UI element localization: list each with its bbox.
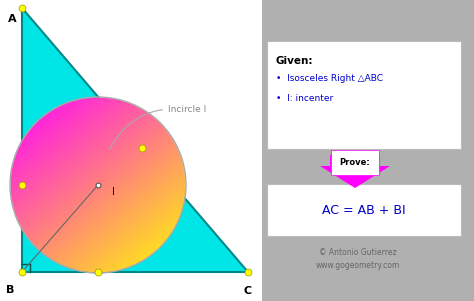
Text: B: B <box>6 285 14 295</box>
FancyBboxPatch shape <box>267 184 461 236</box>
Text: AC = AB + BI: AC = AB + BI <box>322 203 406 216</box>
Text: C: C <box>244 286 252 296</box>
Text: •  I: incenter: • I: incenter <box>276 94 333 103</box>
Text: A: A <box>8 14 17 24</box>
Text: Given:: Given: <box>276 56 313 66</box>
FancyBboxPatch shape <box>267 41 461 149</box>
Bar <box>0 0 262 301</box>
Text: © Antonio Gutierrez
www.gogeometry.com: © Antonio Gutierrez www.gogeometry.com <box>316 248 400 269</box>
Text: Incircle I: Incircle I <box>109 105 206 150</box>
Text: I: I <box>112 187 115 197</box>
Polygon shape <box>22 8 248 272</box>
Text: •  Isosceles Right △ABC: • Isosceles Right △ABC <box>276 74 383 83</box>
Text: Prove:: Prove: <box>340 158 370 167</box>
FancyArrow shape <box>320 155 390 188</box>
